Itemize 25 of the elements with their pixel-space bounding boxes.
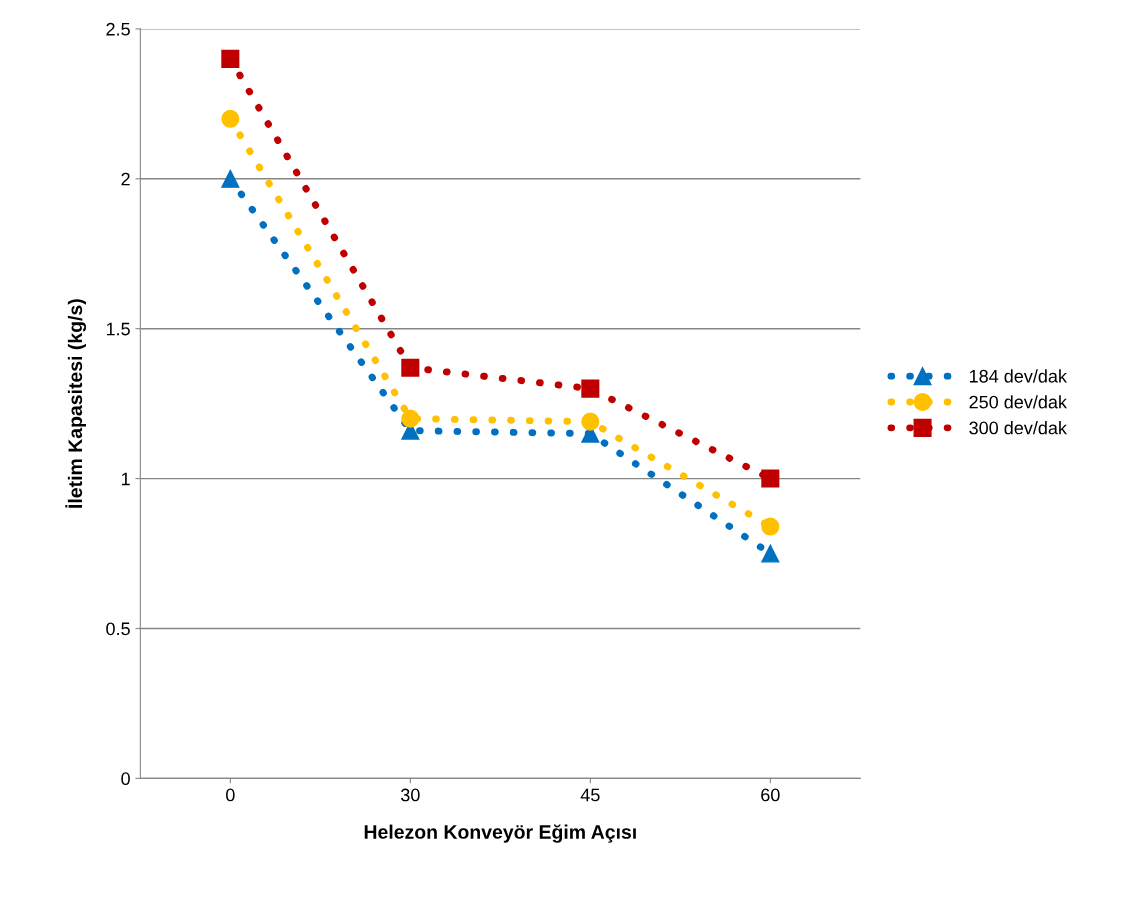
legend-label: 250 dev/dak	[969, 395, 1068, 409]
x-tick-label: 30	[400, 788, 420, 802]
y-axis-title: İletim Kapasitesi (kg/s)	[65, 299, 87, 508]
point	[761, 469, 780, 488]
y-tick-label: 2	[121, 172, 130, 186]
legend-label: 184 dev/dak	[969, 369, 1068, 383]
x-tick-label: 60	[761, 788, 780, 802]
point	[581, 412, 600, 431]
legend-label: 300 dev/dak	[969, 421, 1068, 435]
point	[761, 517, 780, 536]
point	[221, 109, 240, 128]
y-tick-label: 0	[121, 772, 130, 786]
y-tick-label: 0.5	[106, 622, 130, 636]
point	[761, 544, 780, 563]
point	[581, 379, 600, 398]
x-tick-label: 45	[580, 788, 600, 802]
y-tick-label: 1.5	[106, 322, 130, 336]
x-axis-title: Helezon Konveyör Eğim Açısı	[364, 824, 636, 843]
point	[221, 49, 240, 68]
y-tick-label: 2.5	[106, 22, 130, 36]
point	[401, 409, 420, 428]
point	[221, 169, 240, 188]
y-tick-label: 1	[121, 472, 130, 486]
point	[401, 358, 420, 377]
x-tick-label: 0	[226, 788, 235, 802]
